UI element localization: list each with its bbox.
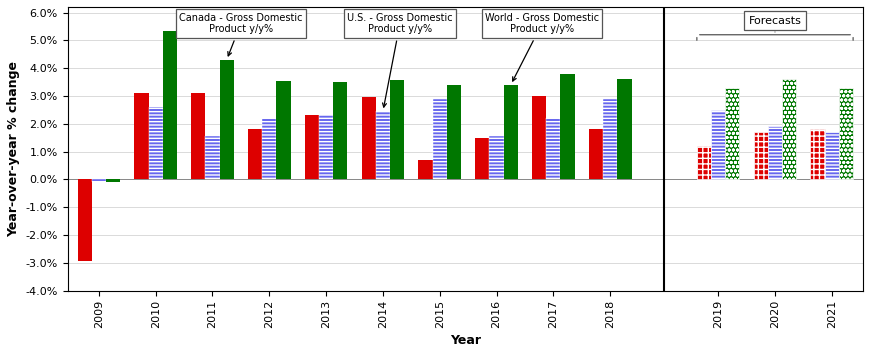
Bar <box>474 138 489 179</box>
Bar <box>617 79 631 179</box>
Bar <box>725 87 739 179</box>
Bar <box>810 129 824 179</box>
Bar <box>503 85 517 179</box>
Bar <box>91 179 106 182</box>
Bar <box>333 82 347 179</box>
Bar <box>362 97 375 179</box>
Bar <box>163 30 176 179</box>
Bar <box>824 132 838 179</box>
Bar <box>588 129 602 179</box>
Bar <box>248 129 262 179</box>
Bar <box>219 60 234 179</box>
Y-axis label: Year-over-year % change: Year-over-year % change <box>7 61 20 237</box>
Bar <box>753 132 767 179</box>
Bar <box>560 74 574 179</box>
Bar <box>389 80 404 179</box>
Bar <box>304 115 319 179</box>
Text: Forecasts: Forecasts <box>747 16 800 26</box>
Bar <box>532 96 546 179</box>
Text: U.S. - Gross Domestic
Product y/y%: U.S. - Gross Domestic Product y/y% <box>347 13 452 107</box>
Bar <box>767 126 781 179</box>
Bar <box>276 81 290 179</box>
Text: Canada - Gross Domestic
Product y/y%: Canada - Gross Domestic Product y/y% <box>179 13 302 56</box>
Bar <box>149 107 163 179</box>
Bar <box>106 179 120 182</box>
Bar <box>546 118 560 179</box>
Bar <box>134 93 149 179</box>
Bar <box>710 110 725 179</box>
Bar <box>262 118 276 179</box>
Bar <box>205 136 219 179</box>
X-axis label: Year: Year <box>449 334 481 347</box>
Bar <box>432 99 447 179</box>
Bar <box>447 85 461 179</box>
Text: World - Gross Domestic
Product y/y%: World - Gross Domestic Product y/y% <box>484 13 599 81</box>
Bar <box>319 115 333 179</box>
Bar <box>838 87 852 179</box>
Bar <box>781 79 795 179</box>
Bar <box>418 160 432 179</box>
Bar <box>489 136 503 179</box>
Bar <box>375 111 389 179</box>
Bar <box>602 99 617 179</box>
Bar <box>191 93 205 179</box>
Bar <box>696 146 710 179</box>
Bar <box>77 179 91 261</box>
